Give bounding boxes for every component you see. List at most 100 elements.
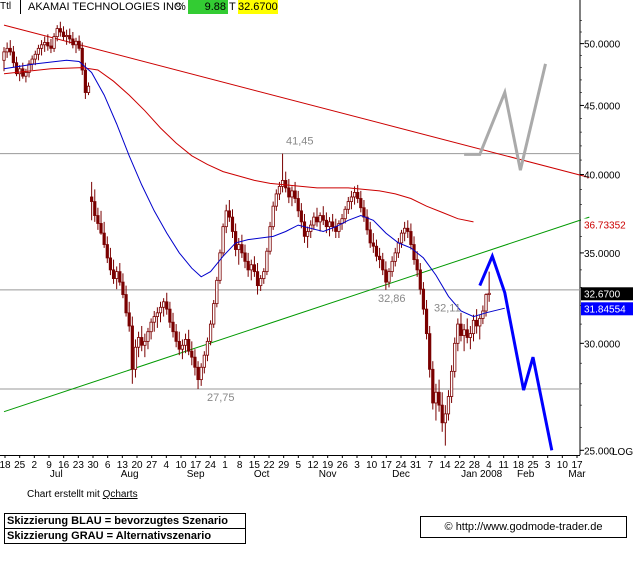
candle	[86, 82, 91, 96]
copyright-link[interactable]: © http://www.godmode-trader.de	[420, 516, 627, 538]
candle	[158, 301, 163, 323]
candle	[453, 337, 457, 378]
x-day-label: 8	[237, 460, 243, 471]
candle	[174, 324, 178, 348]
candle	[234, 223, 238, 257]
qcharts-link[interactable]: Qcharts	[102, 489, 138, 500]
x-month-label: Dec	[392, 469, 410, 480]
candle	[218, 249, 222, 284]
x-day-label: 25	[527, 460, 539, 471]
candle	[327, 217, 332, 237]
candle	[393, 247, 397, 267]
candle	[337, 220, 341, 238]
credit-prefix: Chart erstellt mit	[27, 489, 100, 500]
x-day-label: 22	[454, 460, 466, 471]
candle	[118, 263, 122, 286]
log-scale-label: LOG	[612, 447, 633, 458]
x-day-label: 10	[175, 460, 187, 471]
candle	[102, 221, 106, 248]
x-day-label: 2	[32, 460, 38, 471]
candle	[21, 62, 25, 79]
candle	[111, 259, 116, 284]
x-day-label: 4	[164, 460, 170, 471]
candle	[280, 153, 285, 193]
x-day-label: 30	[87, 460, 99, 471]
candle	[39, 40, 44, 56]
candle	[36, 44, 41, 61]
x-day-label: 9	[46, 460, 52, 471]
candle	[99, 210, 103, 235]
svg-text:31.84554: 31.84554	[584, 304, 626, 315]
candle	[136, 331, 141, 358]
candle	[318, 212, 322, 232]
candle	[224, 204, 228, 234]
candle	[377, 247, 382, 269]
y-tick-label: 40.0000	[584, 171, 621, 182]
indicator-box-blue: 31.84554	[581, 302, 633, 316]
x-day-label: 28	[469, 460, 481, 471]
candle	[287, 178, 291, 204]
x-day-label: 22	[263, 460, 275, 471]
t-label: T	[229, 1, 236, 13]
y-tick-label: 50.0000	[584, 40, 621, 51]
indicator-box-red: 36.73352	[581, 218, 633, 232]
scenario-blue	[478, 252, 554, 451]
candlestick-series	[2, 21, 491, 446]
candle	[331, 213, 335, 232]
candle	[202, 351, 206, 374]
candle	[293, 181, 297, 204]
candle	[296, 190, 300, 218]
candle	[434, 383, 438, 421]
candle	[446, 390, 451, 421]
y-tick-label: 35.0000	[584, 249, 621, 260]
candle	[43, 36, 47, 52]
candle	[177, 331, 181, 356]
candle	[306, 226, 310, 248]
candle	[406, 220, 410, 238]
candle	[212, 299, 216, 328]
candle	[18, 65, 22, 82]
candle	[146, 327, 150, 350]
candle	[58, 21, 62, 37]
candle	[475, 309, 479, 334]
candle	[133, 339, 138, 378]
candle	[443, 405, 447, 446]
candle	[187, 329, 191, 356]
candle	[165, 292, 169, 315]
x-day-label: 31	[410, 460, 422, 471]
svg-text:32.6700: 32.6700	[584, 289, 621, 300]
candle	[199, 363, 203, 386]
candle	[143, 333, 147, 358]
candle	[262, 268, 266, 284]
candle	[334, 218, 338, 238]
candle	[384, 261, 388, 290]
candle	[115, 266, 119, 290]
x-day-label: 15	[249, 460, 261, 471]
candle	[321, 206, 325, 226]
price-annotation: 41,45	[286, 136, 314, 148]
candle	[365, 209, 369, 235]
x-day-label: 13	[117, 460, 129, 471]
candle	[374, 239, 379, 262]
moving-average-long	[3, 67, 474, 223]
candle	[403, 221, 407, 242]
x-month-label: Sep	[187, 469, 205, 480]
x-day-label: 3	[545, 460, 551, 471]
candle	[309, 220, 313, 238]
price-annotations: 41,45 27,75 32,86 32,11	[207, 136, 461, 404]
x-day-label: 6	[105, 460, 111, 471]
candle	[324, 212, 328, 234]
candle	[431, 361, 435, 410]
trendlines	[3, 24, 590, 413]
candle	[352, 186, 357, 205]
candle	[299, 203, 303, 229]
scenario-grey	[464, 63, 547, 171]
candle	[349, 190, 354, 210]
x-day-label: 29	[278, 460, 290, 471]
candle	[65, 29, 69, 45]
candle	[371, 233, 375, 253]
candle	[284, 171, 288, 193]
x-day-label: 12	[307, 460, 319, 471]
candle	[52, 33, 56, 52]
x-day-label: 5	[296, 460, 302, 471]
